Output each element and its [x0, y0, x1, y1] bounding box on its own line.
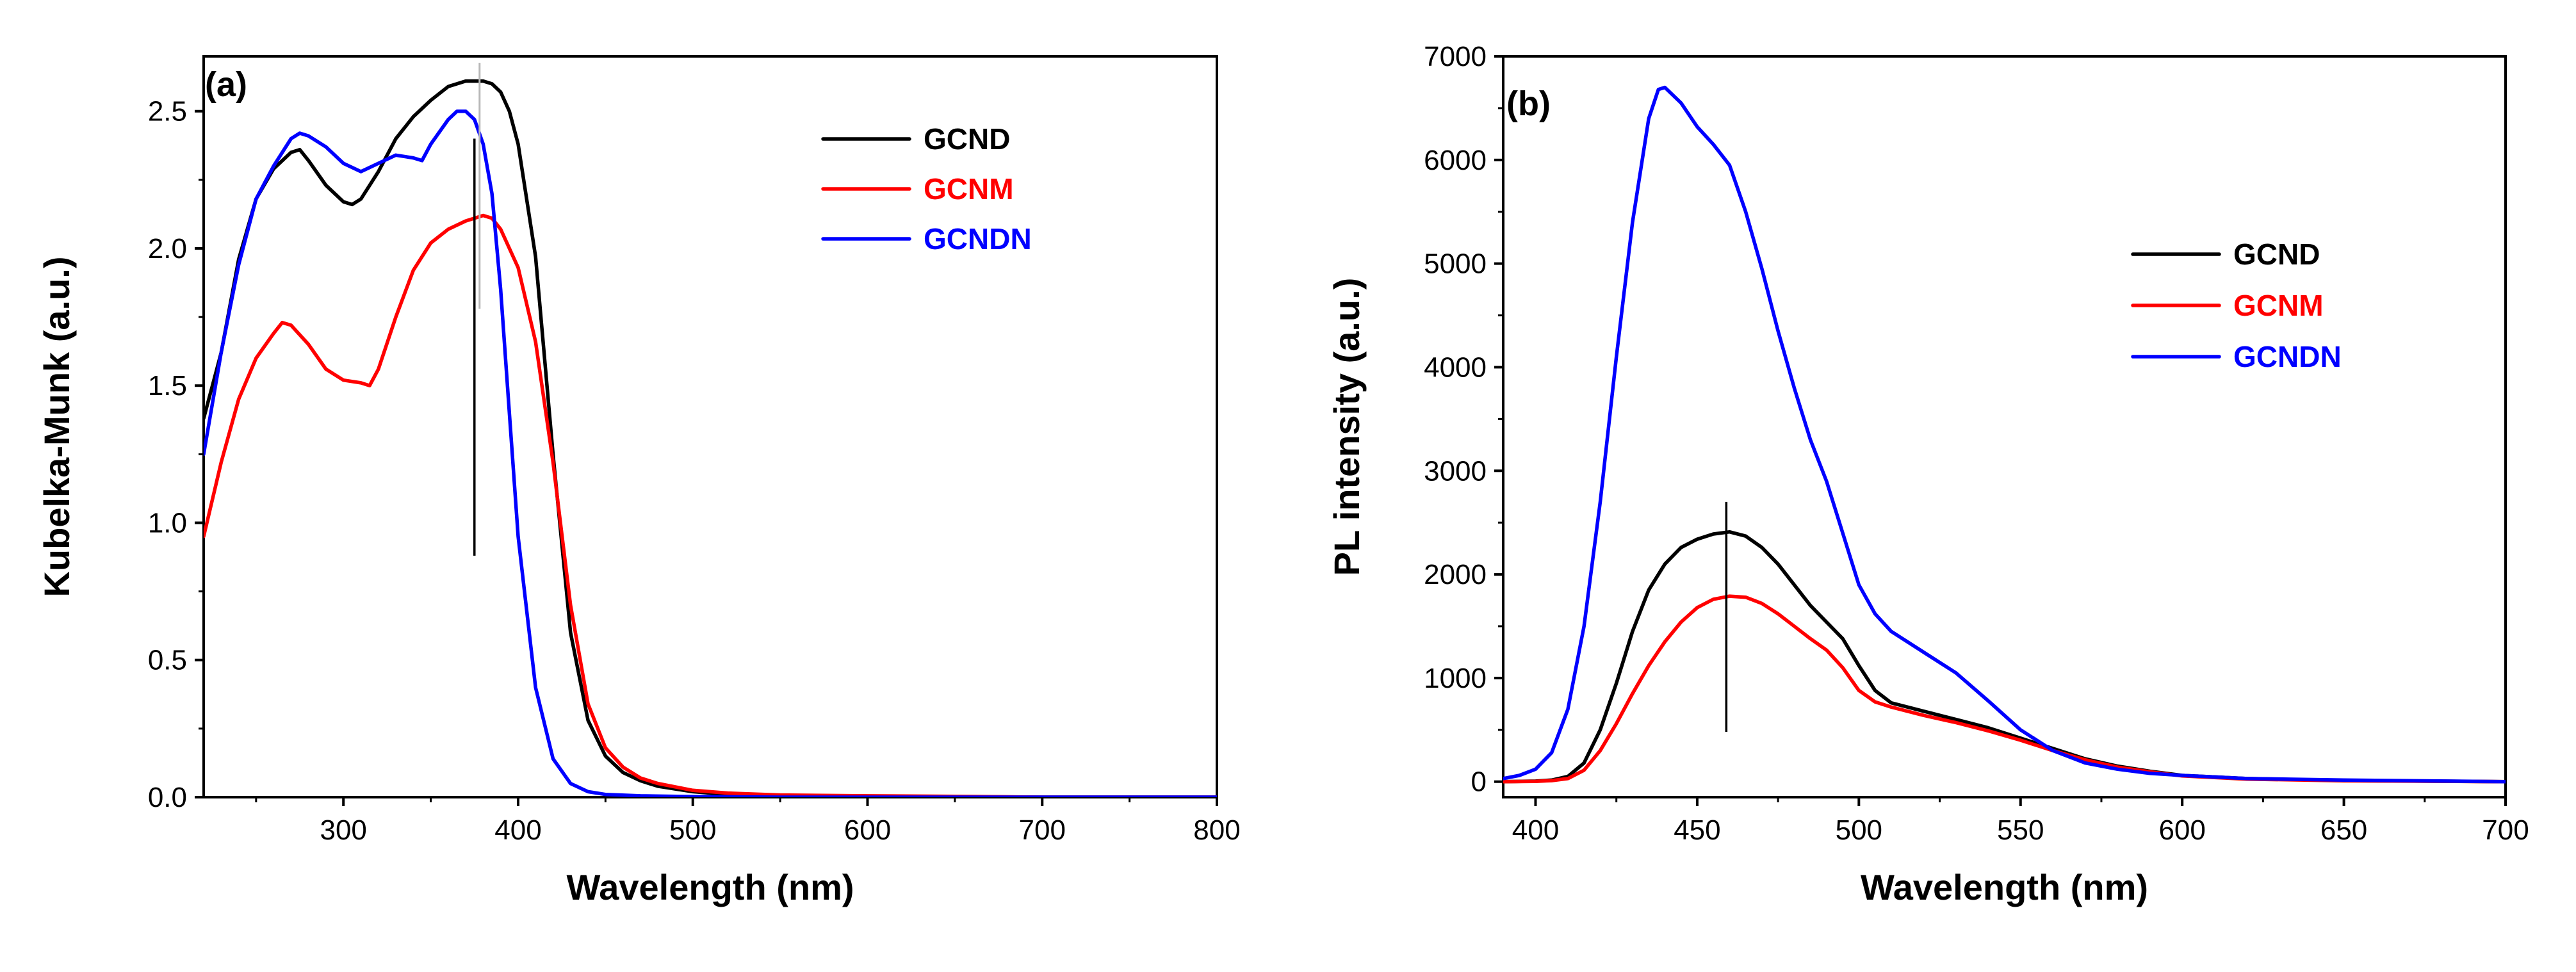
y-tick-label: 4000 — [1424, 352, 1487, 383]
x-tick-label: 650 — [2320, 814, 2367, 846]
y-tick-label: 1000 — [1424, 663, 1487, 694]
y-tick-label: 5000 — [1424, 248, 1487, 280]
series-group — [1503, 85, 2506, 784]
x-tick-label: 700 — [1019, 814, 1066, 846]
legend-label-gcndn: GCNDN — [2233, 340, 2342, 373]
x-tick-label: 450 — [1674, 814, 1720, 846]
x-axis-title: Wavelength (nm) — [566, 867, 854, 907]
y-tick-label: 2.5 — [148, 96, 187, 127]
x-tick-label: 550 — [1997, 814, 2044, 846]
x-tick-label: 600 — [2158, 814, 2205, 846]
legend-label-gcnm: GCNM — [2233, 289, 2324, 322]
chart-panel-a: 0.0 0.5 1.0 1.5 2.0 2.5 300 400 500 600 700 800 Wave… — [37, 55, 1241, 907]
y-tick-label: 2000 — [1424, 559, 1487, 590]
series-line-gcnm — [204, 213, 1217, 797]
plot-frame — [1502, 55, 2507, 798]
series-line-gcndn — [204, 109, 1217, 797]
x-tick-label: 600 — [844, 814, 891, 846]
series-line-gcnd — [204, 79, 1217, 797]
x-tick-label: 400 — [494, 814, 541, 846]
chart-panel-b: 0 1000 2000 3000 4000 5000 6000 7000 400 450 500 55… — [1326, 41, 2529, 907]
x-tick-label: 500 — [669, 814, 716, 846]
series-line-gcndn — [1503, 85, 2506, 784]
y-tick-label: 0.0 — [148, 782, 187, 813]
y-tick-label: 1.0 — [148, 507, 187, 539]
legend-label-gcnd: GCND — [2233, 238, 2320, 271]
y-axis-title: PL intensity (a.u.) — [1326, 278, 1367, 576]
legend-label-gcnm: GCNM — [924, 172, 1014, 206]
x-axis-title: Wavelength (nm) — [1861, 867, 2148, 907]
y-tick-label: 0 — [1471, 766, 1487, 798]
y-tick-label: 7000 — [1424, 41, 1487, 72]
panel-label: (a) — [205, 65, 247, 104]
y-tick-label: 0.5 — [148, 645, 187, 676]
y-tick-label: 1.5 — [148, 370, 187, 401]
y-axis-title: Kubelka-Munk (a.u.) — [37, 256, 77, 597]
x-tick-label: 700 — [2482, 814, 2529, 846]
legend-label-gcnd: GCND — [924, 122, 1010, 156]
legend-label-gcndn: GCNDN — [924, 222, 1032, 255]
series-group — [204, 79, 1217, 797]
panel-label: (b) — [1506, 85, 1551, 123]
x-tick-label: 400 — [1512, 814, 1559, 846]
y-tick-label: 3000 — [1424, 455, 1487, 487]
series-line-gcnm — [1503, 594, 2506, 784]
x-tick-label: 800 — [1193, 814, 1240, 846]
x-tick-label: 500 — [1836, 814, 1882, 846]
y-tick-label: 2.0 — [148, 233, 187, 264]
y-tick-label: 6000 — [1424, 145, 1487, 176]
x-tick-label: 300 — [320, 814, 366, 846]
